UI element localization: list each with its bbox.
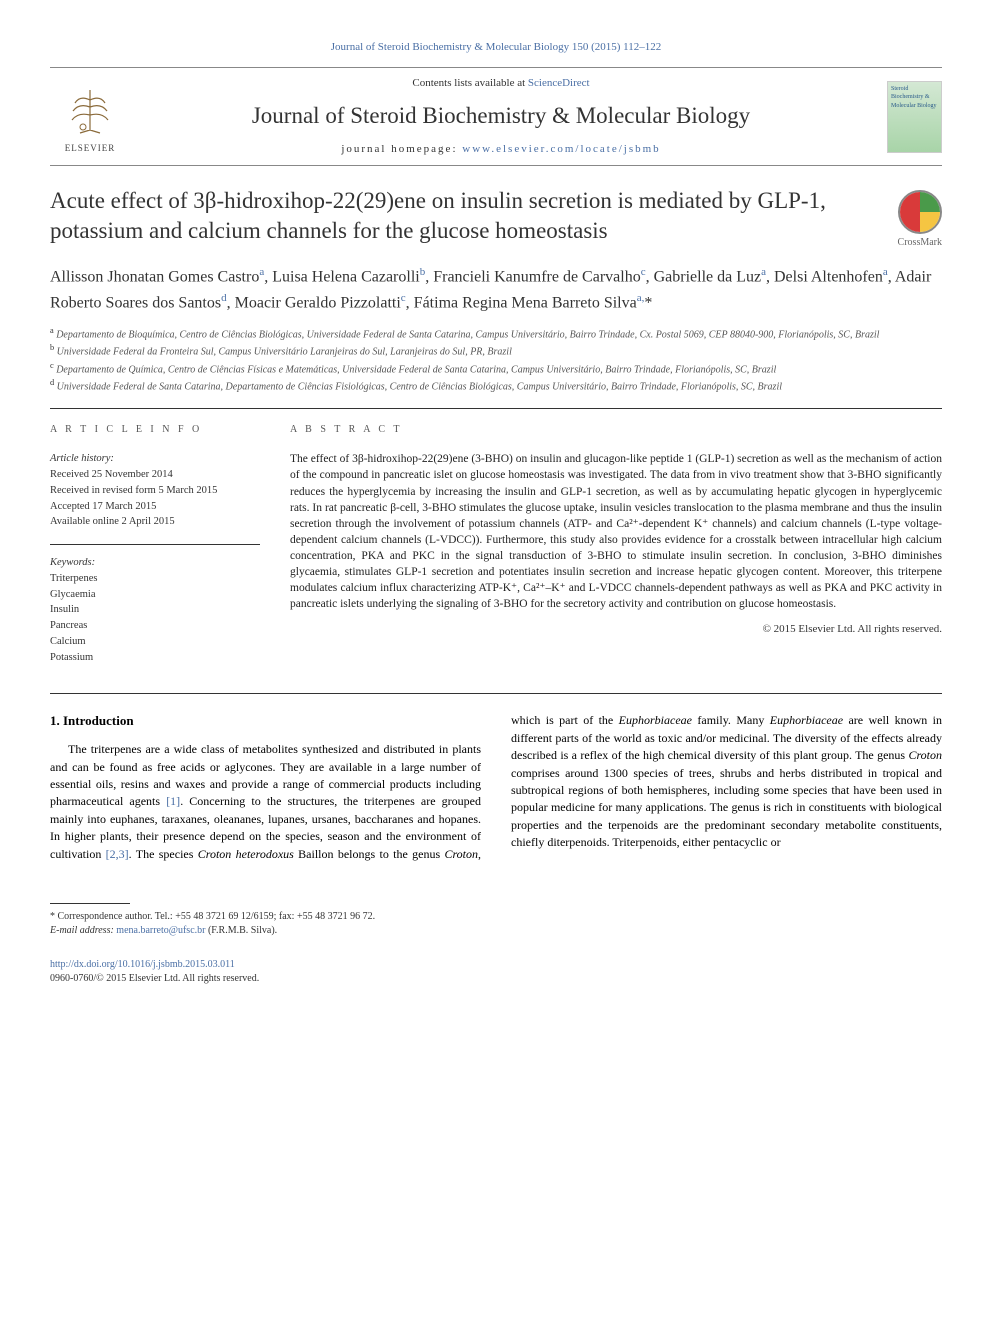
history-line: Available online 2 April 2015 xyxy=(50,514,260,530)
journal-cover-thumbnail: Steroid Biochemistry & Molecular Biology xyxy=(887,81,942,153)
abstract-text: The effect of 3β-hidroxihop-22(29)ene (3… xyxy=(290,451,942,612)
crossmark-icon xyxy=(898,190,942,234)
footnote-separator xyxy=(50,903,130,904)
divider xyxy=(50,408,942,409)
keyword-item: Pancreas xyxy=(50,618,260,634)
species-name: Euphorbiaceae xyxy=(619,713,692,727)
email-link[interactable]: mena.barreto@ufsc.br xyxy=(116,925,205,936)
journal-homepage-link[interactable]: www.elsevier.com/locate/jsbmb xyxy=(462,143,660,155)
species-name: Croton xyxy=(908,748,942,762)
abstract-copyright: © 2015 Elsevier Ltd. All rights reserved… xyxy=(290,622,942,637)
running-header: Journal of Steroid Biochemistry & Molecu… xyxy=(50,40,942,55)
article-title: Acute effect of 3β-hidroxihop-22(29)ene … xyxy=(50,186,878,246)
keywords-label: Keywords: xyxy=(50,555,260,571)
article-info-column: A R T I C L E I N F O Article history: R… xyxy=(50,423,260,679)
correspondence-note: * Correspondence author. Tel.: +55 48 37… xyxy=(50,910,942,924)
contents-prefix: Contents lists available at xyxy=(412,77,527,89)
crossmark-widget[interactable]: CrossMark xyxy=(898,190,942,250)
history-line: Accepted 17 March 2015 xyxy=(50,499,260,515)
email-line: E-mail address: mena.barreto@ufsc.br (F.… xyxy=(50,924,942,938)
crossmark-label: CrossMark xyxy=(898,236,942,250)
intro-paragraph: The triterpenes are a wide class of meta… xyxy=(50,712,942,863)
species-name: Croton heterodoxus xyxy=(198,847,294,861)
author-list: Allisson Jhonatan Gomes Castroa, Luisa H… xyxy=(50,264,942,315)
species-name: Croton xyxy=(444,847,478,861)
abstract-column: A B S T R A C T The effect of 3β-hidroxi… xyxy=(290,423,942,679)
citation-link[interactable]: [1] xyxy=(166,794,180,808)
journal-banner: ELSEVIER Contents lists available at Sci… xyxy=(50,67,942,166)
article-body: 1. Introduction The triterpenes are a wi… xyxy=(50,712,942,863)
section-heading-introduction: 1. Introduction xyxy=(50,712,481,731)
affiliation-item: d Universidade Federal de Santa Catarina… xyxy=(50,377,942,394)
abstract-label: A B S T R A C T xyxy=(290,423,942,437)
page-footer: http://dx.doi.org/10.1016/j.jsbmb.2015.0… xyxy=(50,958,942,986)
keyword-item: Glycaemia xyxy=(50,587,260,603)
keyword-item: Insulin xyxy=(50,602,260,618)
keyword-item: Potassium xyxy=(50,650,260,666)
doi-link[interactable]: http://dx.doi.org/10.1016/j.jsbmb.2015.0… xyxy=(50,959,235,970)
issn-copyright-line: 0960-0760/© 2015 Elsevier Ltd. All right… xyxy=(50,972,942,986)
history-line: Received in revised form 5 March 2015 xyxy=(50,483,260,499)
journal-name: Journal of Steroid Biochemistry & Molecu… xyxy=(130,100,872,132)
citation-link[interactable]: [2,3] xyxy=(106,847,129,861)
affiliation-list: a Departamento de Bioquímica, Centro de … xyxy=(50,325,942,394)
affiliation-item: a Departamento de Bioquímica, Centro de … xyxy=(50,325,942,342)
keywords-block: Keywords: TriterpenesGlycaemiaInsulinPan… xyxy=(50,555,260,665)
publisher-logo-block: ELSEVIER xyxy=(50,80,130,155)
cover-text: Steroid Biochemistry & Molecular Biology xyxy=(891,86,937,109)
keyword-item: Calcium xyxy=(50,634,260,650)
footnote-block: * Correspondence author. Tel.: +55 48 37… xyxy=(50,910,942,938)
history-line: Received 25 November 2014 xyxy=(50,467,260,483)
journal-homepage-line: journal homepage: www.elsevier.com/locat… xyxy=(130,142,872,157)
divider xyxy=(50,693,942,694)
info-divider xyxy=(50,544,260,545)
elsevier-tree-icon xyxy=(60,80,120,140)
affiliation-item: c Departamento de Química, Centro de Ciê… xyxy=(50,360,942,377)
contents-line: Contents lists available at ScienceDirec… xyxy=(130,76,872,91)
header-citation-link[interactable]: Journal of Steroid Biochemistry & Molecu… xyxy=(331,41,661,53)
article-history-block: Article history: Received 25 November 20… xyxy=(50,451,260,530)
sciencedirect-link[interactable]: ScienceDirect xyxy=(528,77,590,89)
homepage-prefix: journal homepage: xyxy=(341,143,462,155)
affiliation-item: b Universidade Federal da Fronteira Sul,… xyxy=(50,342,942,359)
article-info-label: A R T I C L E I N F O xyxy=(50,423,260,437)
history-label: Article history: xyxy=(50,451,260,467)
keyword-item: Triterpenes xyxy=(50,571,260,587)
species-name: Euphorbiaceae xyxy=(770,713,843,727)
publisher-label: ELSEVIER xyxy=(65,142,116,155)
